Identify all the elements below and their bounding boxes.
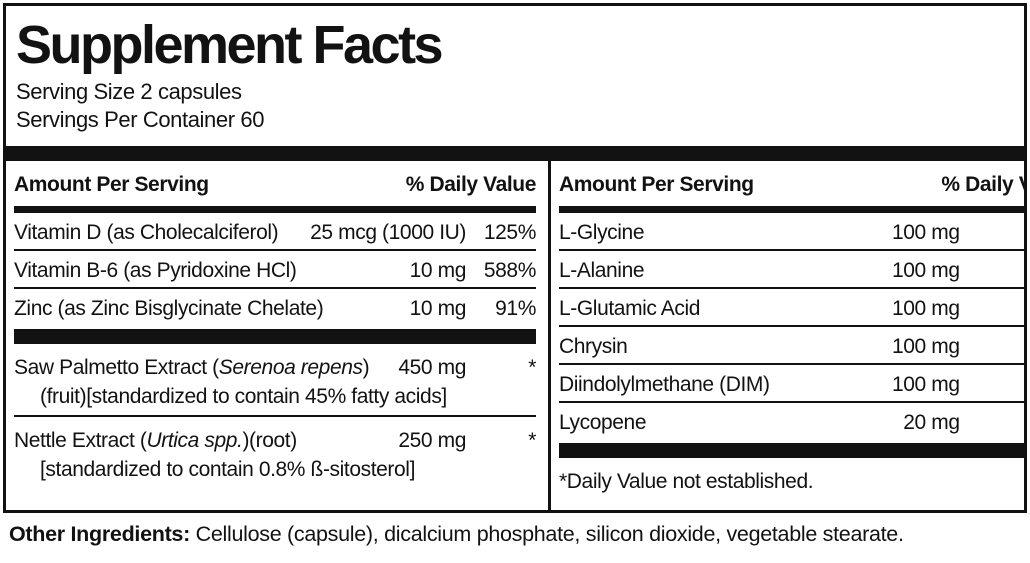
left-column: Amount Per Serving % Daily Value Vitamin…	[6, 161, 551, 510]
nutrient-amount: 25 mcg (1000 IU)	[310, 221, 466, 244]
left-column-header: Amount Per Serving % Daily Value	[14, 161, 536, 206]
nutrient-daily-value: *	[528, 429, 536, 452]
nutrient-amount: 100 mg	[891, 221, 960, 244]
amount-per-serving-header: Amount Per Serving	[14, 173, 209, 196]
supplement-facts-panel: Supplement Facts Serving Size 2 capsules…	[3, 3, 1027, 513]
nutrient-row-dim: Diindolylmethane (DIM) 100 mg *	[559, 365, 1024, 403]
nutrient-name: Nettle Extract (Urtica spp.)(root)	[14, 429, 297, 452]
nutrient-name: L-Glycine	[559, 221, 645, 244]
nutrient-daily-value: 91%	[495, 297, 536, 320]
columns-area: Amount Per Serving % Daily Value Vitamin…	[6, 161, 1024, 510]
other-ingredients: Other Ingredients: Cellulose (capsule), …	[9, 522, 904, 547]
panel-header: Supplement Facts Serving Size 2 capsules…	[6, 6, 1024, 134]
nutrient-daily-value: *	[960, 373, 1024, 397]
nutrient-daily-value: 588%	[483, 259, 537, 282]
nutrient-daily-value: 125%	[483, 221, 537, 244]
section-divider-bar	[559, 443, 1024, 458]
nutrient-name: Diindolylmethane (DIM)	[559, 373, 770, 396]
nutrient-amount: 250 mg	[398, 429, 466, 452]
top-divider-bar	[6, 146, 1024, 161]
nutrient-row-l-glutamic-acid: L-Glutamic Acid 100 mg *	[559, 289, 1024, 327]
nutrient-daily-value: *	[960, 259, 1024, 283]
nutrient-name: L-Glutamic Acid	[559, 297, 701, 320]
latin-name: Urtica spp.	[146, 429, 243, 452]
nutrient-name: Vitamin D (as Cholecalciferol)	[14, 221, 279, 244]
nutrient-row-vitamin-b6: Vitamin B-6 (as Pyridoxine HCl) 10 mg 58…	[14, 251, 536, 289]
daily-value-header: % Daily Value	[405, 173, 537, 196]
amount-per-serving-header: Amount Per Serving	[559, 173, 754, 196]
nutrient-name: Zinc (as Zinc Bisglycinate Chelate)	[14, 297, 324, 320]
nutrient-row-lycopene: Lycopene 20 mg *	[559, 403, 1024, 439]
servings-per-container: Servings Per Container 60	[16, 107, 265, 132]
nutrient-amount: 10 mg	[409, 297, 467, 320]
standardization-note: (fruit)[standardized to contain 45% fatt…	[40, 385, 447, 408]
nutrient-daily-value: *	[528, 356, 536, 379]
right-column: Amount Per Serving % Daily Value L-Glyci…	[551, 161, 1024, 510]
section-divider-bar	[14, 329, 536, 344]
serving-size: Serving Size 2 capsules	[16, 79, 242, 104]
daily-value-footnote: *Daily Value not established.	[559, 470, 814, 493]
nutrient-row-zinc: Zinc (as Zinc Bisglycinate Chelate) 10 m…	[14, 289, 536, 325]
header-divider-bar	[559, 206, 1024, 213]
nutrient-row-l-glycine: L-Glycine 100 mg *	[559, 213, 1024, 251]
right-column-header: Amount Per Serving % Daily Value	[559, 161, 1024, 206]
latin-name: Serenoa repens	[218, 356, 363, 379]
nutrient-amount: 100 mg	[891, 259, 960, 282]
nutrient-row-chrysin: Chrysin 100 mg *	[559, 327, 1024, 365]
other-ingredients-label: Other Ingredients:	[9, 522, 190, 546]
nutrient-amount: 100 mg	[891, 373, 960, 396]
nutrient-amount: 100 mg	[891, 335, 960, 358]
nutrient-daily-value: *	[960, 297, 1024, 321]
nutrient-name: Saw Palmetto Extract (Serenoa repens)	[14, 356, 370, 379]
nutrient-amount: 450 mg	[398, 356, 466, 379]
nutrient-amount: 10 mg	[409, 259, 467, 282]
standardization-note: [standardized to contain 0.8% ß-sitoster…	[40, 458, 416, 481]
other-ingredients-text: Cellulose (capsule), dicalcium phosphate…	[189, 522, 904, 546]
botanical-row-saw-palmetto: Saw Palmetto Extract (Serenoa repens) 45…	[14, 344, 536, 417]
nutrient-daily-value: *	[960, 335, 1024, 359]
nutrient-daily-value: *	[960, 221, 1024, 245]
nutrient-name: L-Alanine	[559, 259, 645, 282]
panel-title: Supplement Facts	[16, 15, 444, 75]
header-divider-bar	[14, 206, 536, 213]
daily-value-header: % Daily Value	[941, 173, 1024, 196]
nutrient-row-vitamin-d: Vitamin D (as Cholecalciferol) 25 mcg (1…	[14, 213, 536, 251]
nutrient-amount: 100 mg	[891, 297, 960, 320]
botanical-row-nettle: Nettle Extract (Urtica spp.)(root) 250 m…	[14, 417, 536, 488]
nutrient-row-l-alanine: L-Alanine 100 mg *	[559, 251, 1024, 289]
nutrient-name: Lycopene	[559, 411, 647, 434]
nutrient-name: Vitamin B-6 (as Pyridoxine HCl)	[14, 259, 297, 282]
nutrient-amount: 20 mg	[903, 411, 960, 434]
nutrient-name: Chrysin	[559, 335, 628, 358]
nutrient-daily-value: *	[960, 411, 1024, 435]
